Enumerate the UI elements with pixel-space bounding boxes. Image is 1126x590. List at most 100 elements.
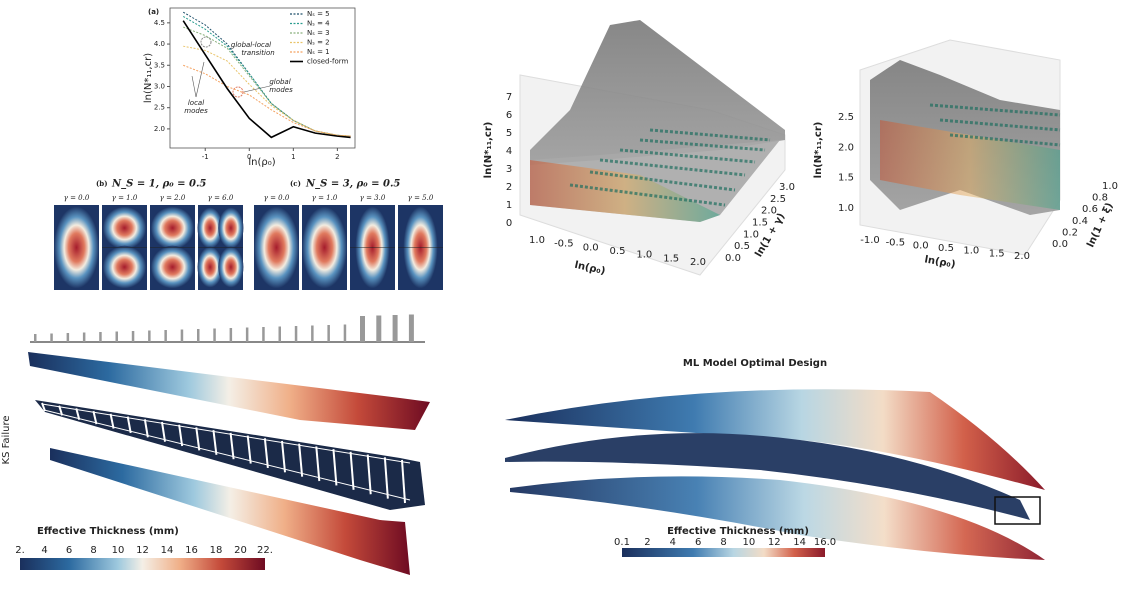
colorbar-tick-label: 8 xyxy=(720,537,726,548)
z-tick-label: 1 xyxy=(506,200,512,211)
x-axis-label: ln(ρ₀) xyxy=(573,260,606,277)
indicator-bar xyxy=(115,331,118,342)
legend-label: Nₛ = 2 xyxy=(307,39,330,47)
rib xyxy=(178,424,184,447)
x-tick-label: 0.5 xyxy=(610,246,626,257)
y-tick-label: 0.5 xyxy=(734,241,750,252)
colorbar-tick-label: 16.0 xyxy=(814,537,836,548)
rib xyxy=(366,454,372,495)
annotation: modes xyxy=(269,86,293,94)
surface xyxy=(530,20,785,165)
annotation: global-local xyxy=(231,41,271,49)
indicator-bar xyxy=(343,324,347,342)
indicator-bar xyxy=(294,326,298,342)
colorbar-tick-label: 10 xyxy=(743,537,756,548)
z-tick-label: 5 xyxy=(506,128,512,139)
rib xyxy=(263,438,269,469)
spar xyxy=(41,403,411,464)
x-tick-label: 1.5 xyxy=(663,253,679,264)
gamma-label: γ = 2.0 xyxy=(160,194,186,202)
colorbar-title: Effective Thickness (mm) xyxy=(37,526,179,537)
z-tick-label: 7 xyxy=(506,92,512,103)
legend-label: Nₛ = 4 xyxy=(307,20,330,28)
y-tick-label: 3.0 xyxy=(779,182,795,193)
colorbar-tick-label: 14 xyxy=(793,537,806,548)
colorbar-tick-label: 12 xyxy=(768,537,781,548)
wing-skin xyxy=(505,389,1045,490)
rib xyxy=(143,419,149,438)
series-line xyxy=(183,64,351,137)
highlight xyxy=(200,36,212,48)
panel-label: (c) xyxy=(290,179,301,188)
gamma-label: γ = 0.0 xyxy=(264,194,290,202)
wing-right: ML Model Optimal Design Effective Thickn… xyxy=(505,358,1045,560)
y-tick-label: 0.8 xyxy=(1092,193,1108,204)
x-tick-label: 1.5 xyxy=(989,248,1005,259)
title: ML Model Optimal Design xyxy=(683,358,827,369)
panel-c: (c) N_S = 3, ρ₀ = 0.5 xyxy=(290,179,400,190)
colorbar-tick-label: 6 xyxy=(66,545,72,556)
y-tick-label: 4.0 xyxy=(154,40,165,48)
legend-label: Nₛ = 3 xyxy=(307,29,330,37)
mode-shapes: γ = 0.0 γ = 1.0 γ = 2.0 γ = 6.0 γ = 0.0 γ = 1… xyxy=(54,194,443,290)
colorbar-tick-label: 8 xyxy=(90,545,96,556)
z-tick-label: 2.0 xyxy=(838,142,854,153)
points-rows xyxy=(569,128,771,207)
arrow xyxy=(195,61,205,98)
annotation: global xyxy=(269,78,290,86)
wing-left: KS Failure Effective Thickness (mm) xyxy=(1,314,430,575)
indicator-bar xyxy=(66,333,70,342)
colorbar-tick-label: 20 xyxy=(234,545,247,556)
mode-lobe xyxy=(218,207,244,249)
indicator-bar xyxy=(34,334,37,342)
z-tick-label: 6 xyxy=(506,110,512,121)
gamma-label: γ = 1.0 xyxy=(112,194,138,202)
indicator-bar xyxy=(82,332,86,342)
y-tick-label: 0.0 xyxy=(725,253,741,264)
colorbar-tick-label: 4 xyxy=(41,545,47,556)
x-tick-label: 0 xyxy=(247,153,251,161)
colorbar-tick-label: 6 xyxy=(695,537,701,548)
rib xyxy=(298,443,304,477)
y-tick-label: 2.0 xyxy=(154,125,165,133)
x-tick-label: -0.5 xyxy=(554,239,574,250)
colorbar-tick-label: 18 xyxy=(210,545,223,556)
wing-ribs xyxy=(41,402,411,504)
z-tick-label: 1.5 xyxy=(838,173,854,184)
indicator-bar xyxy=(99,332,102,342)
spar xyxy=(43,409,411,501)
rib xyxy=(401,459,406,504)
x-tick-label: 2.0 xyxy=(690,257,706,268)
panel-title: N_S = 1, ρ₀ = 0.5 xyxy=(111,179,206,190)
mode-lobe xyxy=(197,246,223,288)
indicator-bar xyxy=(360,316,365,342)
indicator-bar xyxy=(311,325,314,342)
points-rows xyxy=(929,103,1061,147)
rib xyxy=(195,427,201,451)
z-tick-label: 2 xyxy=(506,182,512,193)
rib xyxy=(126,416,132,434)
indicator-bar xyxy=(392,315,398,342)
colorbar-tick-label: 10 xyxy=(112,545,125,556)
rib xyxy=(349,451,355,490)
x-tick-label: 1 xyxy=(291,153,295,161)
colorbar xyxy=(622,548,825,557)
colorbar-tick-label: 12 xyxy=(136,545,149,556)
indicator-bar xyxy=(245,327,249,342)
indicator-bar xyxy=(164,330,167,342)
colorbar-tick-label: 2. xyxy=(15,545,25,556)
z-tick-label: 3 xyxy=(506,164,512,175)
annotation: modes xyxy=(184,107,208,115)
y-tick-label: 3.0 xyxy=(154,82,165,90)
legend-label: closed-form xyxy=(307,58,349,66)
indicator-bar xyxy=(278,326,281,342)
y-tick-label: 4.5 xyxy=(154,19,165,27)
series-group xyxy=(182,11,351,139)
annotation: transition xyxy=(241,49,274,57)
rib xyxy=(92,410,98,425)
mode-lobe xyxy=(102,206,147,250)
z-axis-label: ln(N*₁₁,cr) xyxy=(483,122,494,179)
y-tick-label: 0.6 xyxy=(1082,204,1098,215)
mode-lobe xyxy=(197,207,223,249)
colorbar-title: Effective Thickness (mm) xyxy=(667,526,809,537)
